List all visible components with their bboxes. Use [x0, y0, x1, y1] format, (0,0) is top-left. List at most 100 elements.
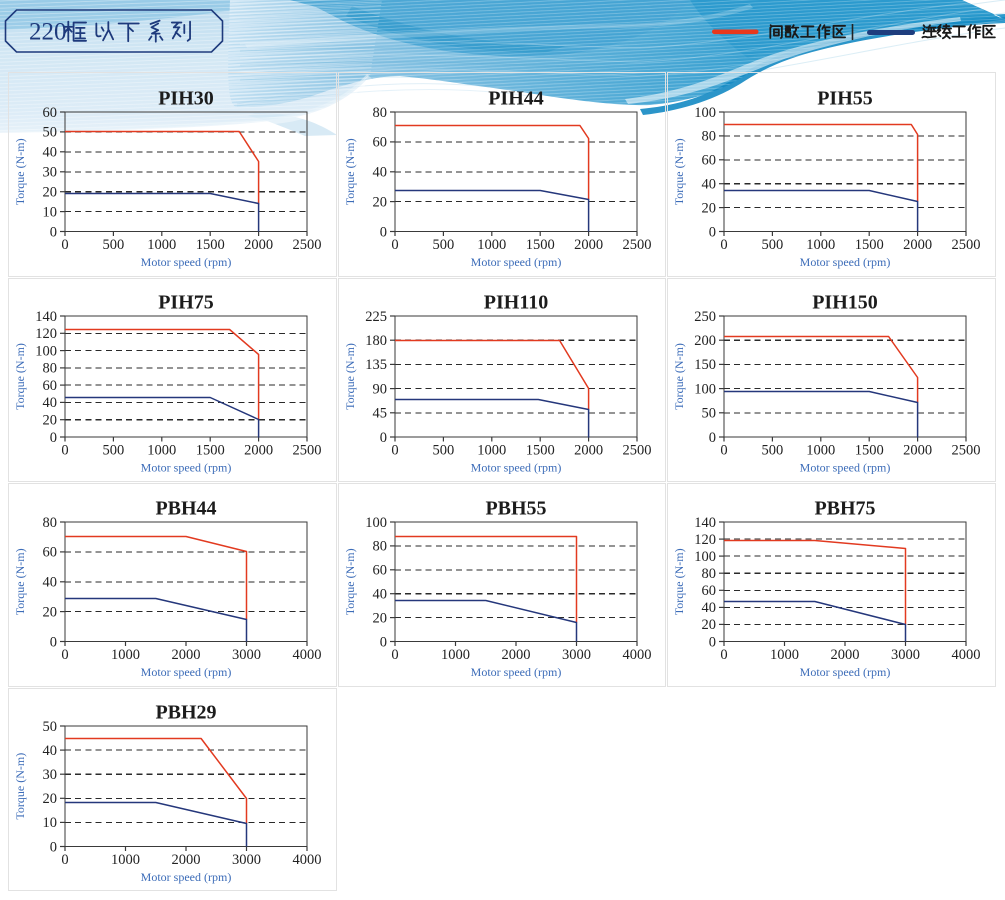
svg-text:50: 50 — [43, 719, 58, 735]
svg-text:20: 20 — [373, 610, 388, 626]
svg-text:1500: 1500 — [196, 237, 225, 253]
svg-text:Torque (N-m): Torque (N-m) — [343, 138, 357, 205]
svg-text:20: 20 — [43, 604, 58, 620]
svg-text:2000: 2000 — [244, 443, 273, 459]
svg-text:2000: 2000 — [574, 443, 603, 459]
svg-text:40: 40 — [43, 145, 58, 161]
svg-text:Torque (N-m): Torque (N-m) — [672, 343, 686, 410]
svg-text:0: 0 — [50, 430, 57, 446]
svg-text:PIH55: PIH55 — [817, 88, 873, 110]
svg-text:100: 100 — [35, 343, 57, 359]
svg-text:2000: 2000 — [831, 647, 860, 663]
svg-text:Motor speed (rpm): Motor speed (rpm) — [471, 461, 562, 475]
svg-text:2000: 2000 — [244, 237, 273, 253]
svg-text:PBH44: PBH44 — [155, 498, 216, 520]
svg-text:90: 90 — [373, 381, 388, 397]
svg-text:PIH44: PIH44 — [488, 88, 544, 110]
svg-text:Motor speed (rpm): Motor speed (rpm) — [800, 461, 891, 475]
svg-text:0: 0 — [50, 634, 57, 650]
svg-text:500: 500 — [103, 443, 125, 459]
svg-text:60: 60 — [373, 563, 388, 579]
svg-text:40: 40 — [702, 177, 717, 193]
svg-text:2500: 2500 — [623, 443, 652, 459]
svg-text:2000: 2000 — [574, 237, 603, 253]
svg-text:4000: 4000 — [293, 852, 322, 868]
svg-text:225: 225 — [365, 309, 387, 325]
svg-text:250: 250 — [694, 309, 716, 325]
svg-text:140: 140 — [694, 515, 716, 531]
svg-text:Motor speed (rpm): Motor speed (rpm) — [800, 665, 891, 679]
svg-text:Torque (N-m): Torque (N-m) — [13, 548, 27, 615]
svg-text:1000: 1000 — [806, 443, 835, 459]
svg-text:0: 0 — [709, 224, 716, 240]
svg-text:80: 80 — [702, 129, 717, 145]
svg-text:Torque (N-m): Torque (N-m) — [672, 548, 686, 615]
svg-text:0: 0 — [391, 647, 398, 663]
svg-text:50: 50 — [702, 406, 717, 422]
svg-text:80: 80 — [702, 566, 717, 582]
svg-text:0: 0 — [380, 224, 387, 240]
svg-text:1000: 1000 — [111, 647, 140, 663]
svg-text:135: 135 — [365, 357, 387, 373]
svg-text:4000: 4000 — [293, 647, 322, 663]
svg-text:2500: 2500 — [293, 237, 322, 253]
svg-text:PIH150: PIH150 — [812, 292, 878, 314]
svg-text:60: 60 — [43, 105, 58, 121]
svg-text:60: 60 — [43, 545, 58, 561]
svg-text:50: 50 — [43, 125, 58, 141]
svg-text:0: 0 — [61, 647, 68, 663]
svg-text:80: 80 — [373, 539, 388, 555]
svg-text:45: 45 — [373, 406, 388, 422]
svg-text:3000: 3000 — [891, 647, 920, 663]
svg-text:1500: 1500 — [855, 443, 884, 459]
svg-text:0: 0 — [380, 430, 387, 446]
svg-text:40: 40 — [43, 395, 58, 411]
svg-text:40: 40 — [43, 575, 58, 591]
svg-text:Motor speed (rpm): Motor speed (rpm) — [141, 870, 232, 884]
svg-text:100: 100 — [365, 515, 387, 531]
svg-text:20: 20 — [43, 185, 58, 201]
svg-text:20: 20 — [43, 791, 58, 807]
svg-text:PIH30: PIH30 — [158, 88, 214, 110]
svg-text:1500: 1500 — [526, 443, 555, 459]
svg-text:PBH55: PBH55 — [485, 498, 546, 520]
svg-text:2000: 2000 — [172, 647, 201, 663]
svg-text:0: 0 — [720, 647, 727, 663]
svg-text:3000: 3000 — [562, 647, 591, 663]
svg-text:1500: 1500 — [526, 237, 555, 253]
svg-text:1000: 1000 — [477, 443, 506, 459]
svg-text:500: 500 — [762, 443, 784, 459]
svg-text:0: 0 — [391, 443, 398, 459]
svg-text:Torque (N-m): Torque (N-m) — [13, 343, 27, 410]
svg-text:0: 0 — [50, 224, 57, 240]
svg-text:80: 80 — [43, 515, 58, 531]
svg-text:60: 60 — [43, 378, 58, 394]
svg-text:30: 30 — [43, 165, 58, 181]
svg-text:2500: 2500 — [952, 443, 981, 459]
svg-text:60: 60 — [373, 135, 388, 151]
svg-text:4000: 4000 — [623, 647, 652, 663]
svg-text:0: 0 — [61, 443, 68, 459]
svg-text:500: 500 — [433, 443, 455, 459]
svg-text:3000: 3000 — [232, 647, 261, 663]
svg-text:0: 0 — [720, 237, 727, 253]
svg-text:1000: 1000 — [770, 647, 799, 663]
svg-text:140: 140 — [35, 309, 57, 325]
svg-text:10: 10 — [43, 815, 58, 831]
svg-text:80: 80 — [373, 105, 388, 121]
svg-text:PBH75: PBH75 — [814, 498, 875, 520]
svg-text:2000: 2000 — [172, 852, 201, 868]
svg-text:100: 100 — [694, 381, 716, 397]
svg-text:220: 220 — [29, 19, 67, 46]
svg-text:Motor speed (rpm): Motor speed (rpm) — [141, 665, 232, 679]
svg-text:0: 0 — [709, 430, 716, 446]
svg-text:1000: 1000 — [147, 237, 176, 253]
svg-text:2500: 2500 — [623, 237, 652, 253]
svg-text:Torque (N-m): Torque (N-m) — [343, 548, 357, 615]
svg-text:4000: 4000 — [952, 647, 981, 663]
svg-text:PIH75: PIH75 — [158, 292, 214, 314]
svg-text:Torque (N-m): Torque (N-m) — [672, 138, 686, 205]
svg-text:PIH110: PIH110 — [484, 292, 548, 314]
svg-text:100: 100 — [694, 105, 716, 121]
svg-text:0: 0 — [720, 443, 727, 459]
